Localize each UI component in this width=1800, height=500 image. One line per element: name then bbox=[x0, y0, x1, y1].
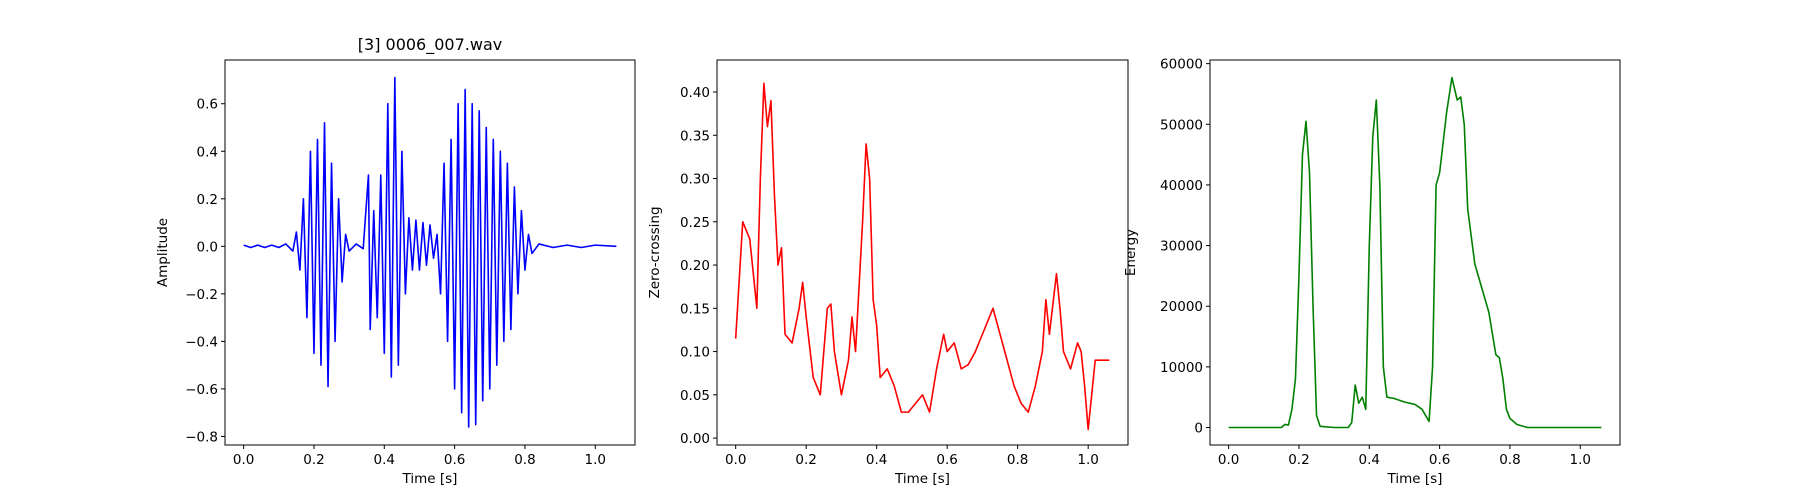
y-tick-label: −0.2 bbox=[185, 287, 218, 303]
x-tick-label: 1.0 bbox=[1570, 452, 1591, 468]
x-tick-label: 0.6 bbox=[936, 452, 957, 468]
data-line bbox=[1228, 76, 1602, 429]
x-tick-label: 0.8 bbox=[514, 452, 535, 468]
x-tick-label: 0.6 bbox=[444, 452, 465, 468]
y-tick-label: −0.6 bbox=[185, 382, 218, 398]
y-tick-label: 0.40 bbox=[680, 85, 710, 101]
y-tick-label: 10000 bbox=[1160, 360, 1203, 376]
x-tick-label: 0.0 bbox=[725, 452, 746, 468]
chart-title: [3] 0006_007.wav bbox=[358, 35, 502, 55]
x-tick-label: 1.0 bbox=[1077, 452, 1098, 468]
x-tick-label: 0.2 bbox=[303, 452, 324, 468]
data-line bbox=[243, 76, 617, 428]
axes: 0.0 0.2 0.4 0.6 0.8 1.0 0.00 0.05 0.10 0.15 0.20 0.… bbox=[647, 59, 1129, 487]
x-tick-label: 0.4 bbox=[374, 452, 395, 468]
x-tick-label: 0.8 bbox=[1007, 452, 1028, 468]
x-axis-label: Time [s] bbox=[402, 471, 458, 487]
x-tick-label: 0.8 bbox=[1499, 452, 1520, 468]
y-tick-label: 0.4 bbox=[197, 144, 218, 160]
x-tick-label: 0.2 bbox=[1288, 452, 1309, 468]
y-tick-label: 0.25 bbox=[680, 215, 710, 231]
y-tick-label: −0.8 bbox=[185, 429, 218, 445]
y-tick-label: 50000 bbox=[1160, 117, 1203, 133]
y-tick-label: 0.05 bbox=[680, 388, 710, 404]
y-tick-label: 60000 bbox=[1160, 57, 1203, 73]
y-tick-label: 0.2 bbox=[197, 192, 218, 208]
x-tick-label: 1.0 bbox=[585, 452, 606, 468]
y-axis-label: Energy bbox=[1123, 229, 1139, 276]
y-tick-label: 0.6 bbox=[197, 97, 218, 113]
y-tick-label: 0.00 bbox=[680, 431, 710, 447]
y-tick-label: 0 bbox=[1194, 421, 1203, 437]
x-tick-label: 0.0 bbox=[1218, 452, 1239, 468]
plot-frame bbox=[716, 59, 1129, 446]
y-axis-label: Zero-crossing bbox=[647, 206, 663, 298]
axes: [3] 0006_007.wav 0.0 0.2 0.4 0.6 0.8 1.0 −0.8 −0… bbox=[155, 35, 636, 487]
plot-frame bbox=[1209, 59, 1621, 446]
x-tick-label: 0.2 bbox=[795, 452, 816, 468]
axes: 0.0 0.2 0.4 0.6 0.8 1.0 0 10000 20000 30000 40000 5… bbox=[1123, 57, 1621, 487]
y-tick-label: 0.30 bbox=[680, 172, 710, 188]
y-tick-label: 30000 bbox=[1160, 239, 1203, 255]
x-tick-label: 0.6 bbox=[1429, 452, 1450, 468]
data-line bbox=[734, 82, 1110, 431]
x-tick-label: 0.4 bbox=[1359, 452, 1380, 468]
y-tick-label: 40000 bbox=[1160, 178, 1203, 194]
y-tick-label: 0.35 bbox=[680, 128, 710, 144]
x-axis-label: Time [s] bbox=[894, 471, 950, 487]
y-tick-label: 20000 bbox=[1160, 299, 1203, 315]
y-tick-label: 0.0 bbox=[197, 239, 218, 255]
y-axis-label: Amplitude bbox=[155, 218, 171, 287]
y-tick-label: −0.4 bbox=[185, 334, 218, 350]
x-tick-label: 0.0 bbox=[233, 452, 254, 468]
plot-frame bbox=[224, 59, 636, 446]
x-tick-label: 0.4 bbox=[866, 452, 887, 468]
y-tick-label: 0.20 bbox=[680, 258, 710, 274]
y-tick-label: 0.10 bbox=[680, 345, 710, 361]
y-tick-label: 0.15 bbox=[680, 301, 710, 317]
x-axis-label: Time [s] bbox=[1387, 471, 1443, 487]
